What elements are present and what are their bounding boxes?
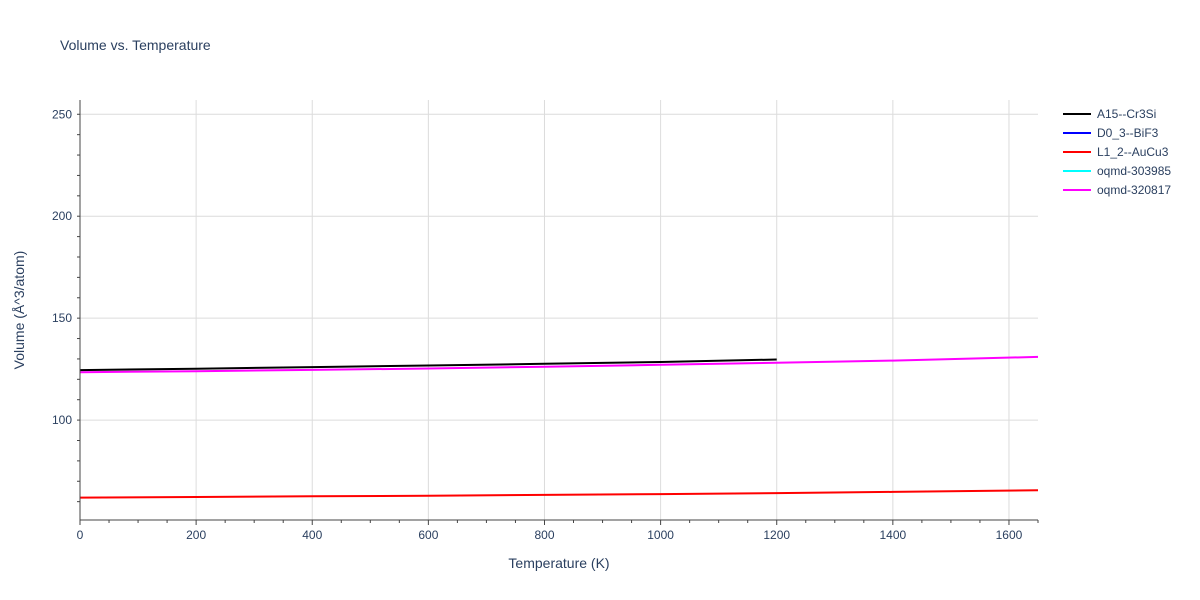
legend-label: L1_2--AuCu3 [1097, 145, 1169, 159]
x-axis-title: Temperature (K) [508, 555, 609, 571]
chart-title: Volume vs. Temperature [60, 37, 211, 53]
x-tick-label: 400 [302, 528, 322, 542]
x-tick-label: 800 [534, 528, 554, 542]
x-tick-label: 1400 [879, 528, 906, 542]
y-tick-label: 150 [52, 311, 72, 325]
x-tick-label: 1200 [763, 528, 790, 542]
legend-label: A15--Cr3Si [1097, 107, 1156, 121]
series-line-L1_2--AuCu3 [79, 489, 1039, 499]
y-axis-title: Volume (Å^3/atom) [11, 251, 27, 370]
x-tick-label: 1600 [996, 528, 1023, 542]
y-tick-label: 100 [52, 413, 72, 427]
y-tick-label: 250 [52, 107, 72, 121]
axis-layer: 0 200 400 600 800 1000 1200 1400 1600 100 150 200 25… [52, 100, 1039, 542]
x-tick-label: 1000 [647, 528, 674, 542]
x-tick-label: 0 [77, 528, 84, 542]
x-tick-label: 600 [418, 528, 438, 542]
series-layer [79, 355, 1039, 499]
grid-layer [80, 100, 1038, 520]
x-tick-label: 200 [186, 528, 206, 542]
legend-item-oqmd-320817[interactable]: oqmd-320817 [1063, 183, 1171, 197]
series-line-oqmd-320817 [79, 355, 1039, 374]
legend-item-oqmd-303985[interactable]: oqmd-303985 [1063, 164, 1171, 178]
legend-label: D0_3--BiF3 [1097, 126, 1159, 140]
legend-item-A15--Cr3Si[interactable]: A15--Cr3Si [1063, 107, 1156, 121]
series-line-A15--Cr3Si [79, 358, 777, 372]
legend-item-L1_2--AuCu3[interactable]: L1_2--AuCu3 [1063, 145, 1169, 159]
legend-item-D0_3--BiF3[interactable]: D0_3--BiF3 [1063, 126, 1159, 140]
y-tick-label: 200 [52, 209, 72, 223]
legend-label: oqmd-303985 [1097, 164, 1171, 178]
legend-label: oqmd-320817 [1097, 183, 1171, 197]
legend[interactable]: A15--Cr3Si D0_3--BiF3 L1_2--AuCu3 oqmd-3039… [1063, 107, 1171, 197]
